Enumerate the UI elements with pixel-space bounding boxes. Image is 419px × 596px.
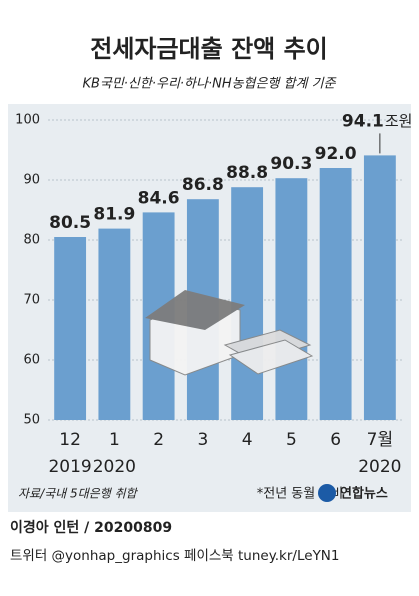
chart-subtitle: KB국민·신한·우리·하나·NH농협은행 합계 기준 xyxy=(82,77,336,92)
value-label: 80.5 xyxy=(49,213,91,233)
bar xyxy=(363,155,396,420)
value-label: 90.3 xyxy=(270,154,312,174)
source: 자료/국내 5대은행 취합 xyxy=(18,487,139,501)
y-tick-label: 80 xyxy=(23,233,40,248)
x-tick-label: 1 xyxy=(109,430,120,450)
x-tick-label: 3 xyxy=(197,430,208,450)
x-tick-label: 7월 xyxy=(367,430,393,450)
y-tick-label: 90 xyxy=(23,173,40,188)
y-tick-label: 50 xyxy=(23,413,40,428)
x-year-label: 2019 xyxy=(48,457,91,477)
author: 이경아 인턴 / 20200809 xyxy=(10,519,172,536)
x-tick-label: 6 xyxy=(330,430,341,450)
y-tick-label: 100 xyxy=(15,113,40,128)
y-tick-label: 70 xyxy=(23,293,40,308)
x-tick-label: 5 xyxy=(286,430,297,450)
value-label: 81.9 xyxy=(93,205,135,225)
x-tick-label: 2 xyxy=(153,430,164,450)
value-label: 94.1 xyxy=(342,111,384,131)
x-tick-label: 12 xyxy=(59,430,81,450)
x-year-label: 2020 xyxy=(358,457,401,477)
chart-title: 전세자금대출 잔액 추이 xyxy=(90,35,328,63)
value-label: 88.8 xyxy=(226,163,268,183)
unit-label: 조원 xyxy=(385,112,413,130)
x-tick-label: 4 xyxy=(242,430,253,450)
value-label: 84.6 xyxy=(138,188,180,208)
logo-icon xyxy=(318,484,336,502)
y-tick-label: 60 xyxy=(23,353,40,368)
house-illustration xyxy=(145,290,314,376)
x-year-label: 2020 xyxy=(93,457,136,477)
bar xyxy=(275,178,308,420)
bar xyxy=(319,168,352,420)
bar xyxy=(54,237,87,420)
sns: 트위터 @yonhap_graphics 페이스북 tuney.kr/LeYN1 xyxy=(10,548,340,564)
value-label: 86.8 xyxy=(182,175,224,195)
value-label: 92.0 xyxy=(315,144,357,164)
logo: 연합뉴스 xyxy=(340,486,388,502)
bar xyxy=(98,228,131,420)
